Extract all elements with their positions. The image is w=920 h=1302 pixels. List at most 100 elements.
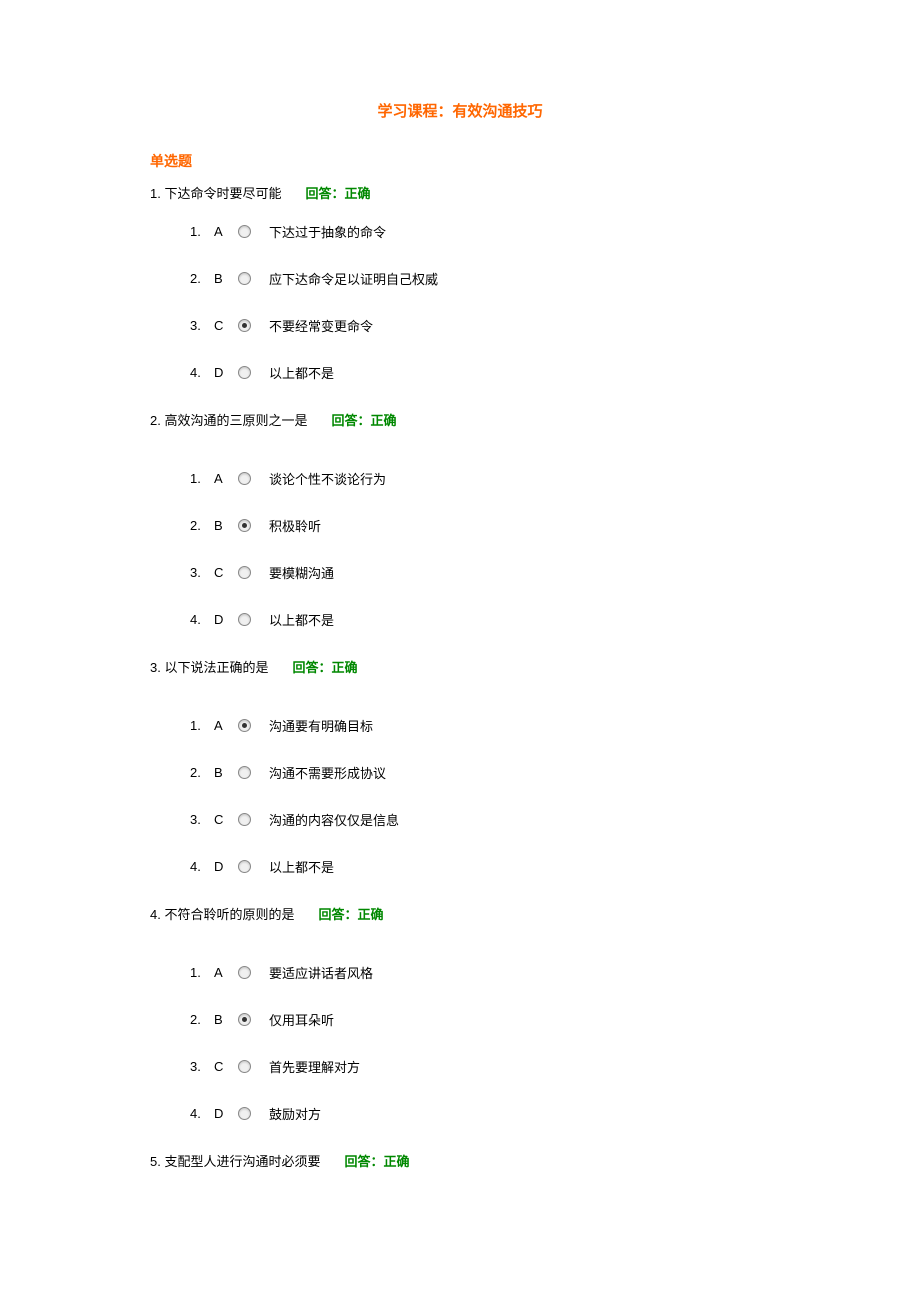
radio-button[interactable]: [238, 272, 251, 285]
spacer: [150, 943, 770, 963]
option-letter: C: [214, 1059, 238, 1074]
question-block: 5. 支配型人进行沟通时必须要 回答：正确: [150, 1151, 770, 1170]
radio-button[interactable]: [238, 472, 251, 485]
radio-button[interactable]: [238, 1013, 251, 1026]
option-text: 不要经常变更命令: [269, 316, 373, 335]
option-letter: B: [214, 518, 238, 533]
option-number: 3.: [190, 1059, 214, 1074]
option-text: 以上都不是: [269, 363, 334, 382]
feedback-label: 回答：正确: [292, 660, 357, 675]
option-letter: D: [214, 859, 238, 874]
radio-button[interactable]: [238, 1060, 251, 1073]
feedback-label: 回答：正确: [318, 907, 383, 922]
option-row: 4.D 以上都不是: [190, 857, 770, 876]
option-text: 下达过于抽象的命令: [269, 222, 386, 241]
feedback-label: 回答：正确: [305, 186, 370, 201]
option-text: 积极聆听: [269, 516, 321, 535]
radio-button[interactable]: [238, 366, 251, 379]
question-text: 1. 下达命令时要尽可能 回答：正确: [150, 183, 770, 202]
spacer: [150, 696, 770, 716]
option-letter: D: [214, 612, 238, 627]
radio-button[interactable]: [238, 519, 251, 532]
question-block: 1. 下达命令时要尽可能回答：正确1.A下达过于抽象的命令2.B应下达命令足以证…: [150, 183, 770, 382]
course-title: 学习课程：有效沟通技巧: [150, 100, 770, 121]
option-letter: A: [214, 224, 238, 239]
option-row: 3.C 沟通的内容仅仅是信息: [190, 810, 770, 829]
radio-button[interactable]: [238, 613, 251, 626]
option-number: 1.: [190, 224, 214, 239]
option-number: 4.: [190, 859, 214, 874]
option-text: 沟通的内容仅仅是信息: [269, 810, 399, 829]
question-number: 3.: [150, 660, 164, 675]
option-number: 4.: [190, 365, 214, 380]
option-letter: C: [214, 565, 238, 580]
option-text: 以上都不是: [269, 857, 334, 876]
question-block: 2. 高效沟通的三原则之一是回答：正确1.A谈论个性不谈论行为2.B积极聆听3.…: [150, 410, 770, 629]
option-row: 2.B 积极聆听: [190, 516, 770, 535]
question-prompt: 高效沟通的三原则之一是: [164, 413, 307, 428]
question-number: 1.: [150, 186, 164, 201]
option-number: 1.: [190, 965, 214, 980]
option-letter: A: [214, 965, 238, 980]
question-number: 4.: [150, 907, 164, 922]
option-row: 1.A 谈论个性不谈论行为: [190, 469, 770, 488]
option-number: 3.: [190, 318, 214, 333]
option-text: 应下达命令足以证明自己权威: [269, 269, 438, 288]
option-letter: D: [214, 365, 238, 380]
option-letter: B: [214, 1012, 238, 1027]
question-number: 2.: [150, 413, 164, 428]
option-text: 要适应讲话者风格: [269, 963, 373, 982]
option-row: 1.A沟通要有明确目标: [190, 716, 770, 735]
question-prompt: 不符合聆听的原则的是: [164, 907, 294, 922]
option-text: 仅用耳朵听: [269, 1010, 334, 1029]
feedback-label: 回答：正确: [344, 1154, 409, 1169]
option-number: 4.: [190, 1106, 214, 1121]
option-letter: A: [214, 471, 238, 486]
option-number: 3.: [190, 565, 214, 580]
radio-button[interactable]: [238, 319, 251, 332]
option-number: 3.: [190, 812, 214, 827]
options-list: 1.A沟通要有明确目标2.B沟通不需要形成协议3.C沟通的内容仅仅是信息4.D以…: [150, 716, 770, 876]
option-row: 3.C要模糊沟通: [190, 563, 770, 582]
option-row: 2.B应下达命令足以证明自己权威: [190, 269, 770, 288]
question-text: 5. 支配型人进行沟通时必须要 回答：正确: [150, 1151, 770, 1170]
option-letter: C: [214, 812, 238, 827]
radio-button[interactable]: [238, 766, 251, 779]
options-list: 1.A下达过于抽象的命令2.B应下达命令足以证明自己权威3.C不要经常变更命令4…: [150, 222, 770, 382]
option-row: 4.D 以上都不是: [190, 610, 770, 629]
radio-button[interactable]: [238, 225, 251, 238]
option-text: 谈论个性不谈论行为: [269, 469, 386, 488]
option-letter: B: [214, 271, 238, 286]
option-letter: B: [214, 765, 238, 780]
option-number: 2.: [190, 765, 214, 780]
option-number: 1.: [190, 471, 214, 486]
radio-button[interactable]: [238, 966, 251, 979]
option-text: 首先要理解对方: [269, 1057, 360, 1076]
option-row: 1.A 要适应讲话者风格: [190, 963, 770, 982]
question-number: 5.: [150, 1154, 164, 1169]
question-text: 4. 不符合聆听的原则的是 回答：正确: [150, 904, 770, 923]
option-text: 以上都不是: [269, 610, 334, 629]
option-number: 1.: [190, 718, 214, 733]
feedback-label: 回答：正确: [331, 413, 396, 428]
questions-container: 1. 下达命令时要尽可能回答：正确1.A下达过于抽象的命令2.B应下达命令足以证…: [150, 183, 770, 1170]
radio-button[interactable]: [238, 719, 251, 732]
question-prompt: 支配型人进行沟通时必须要: [164, 1154, 320, 1169]
radio-button[interactable]: [238, 813, 251, 826]
question-prompt: 以下说法正确的是: [164, 660, 268, 675]
option-text: 沟通要有明确目标: [269, 716, 373, 735]
radio-button[interactable]: [238, 1107, 251, 1120]
option-text: 鼓励对方: [269, 1104, 321, 1123]
option-letter: C: [214, 318, 238, 333]
options-list: 1.A 谈论个性不谈论行为 2.B 积极聆听 3.C要模糊沟通 4.D 以上都不是: [150, 469, 770, 629]
radio-button[interactable]: [238, 860, 251, 873]
question-text: 3. 以下说法正确的是 回答：正确: [150, 657, 770, 676]
radio-button[interactable]: [238, 566, 251, 579]
option-number: 2.: [190, 1012, 214, 1027]
question-prompt: 下达命令时要尽可能: [164, 186, 281, 201]
option-number: 2.: [190, 518, 214, 533]
option-number: 4.: [190, 612, 214, 627]
options-list: 1.A 要适应讲话者风格 2.B 仅用耳朵听 3.C 首先要理解对方 4.D 鼓励对方: [150, 963, 770, 1123]
question-text: 2. 高效沟通的三原则之一是 回答：正确: [150, 410, 770, 429]
option-letter: D: [214, 1106, 238, 1121]
